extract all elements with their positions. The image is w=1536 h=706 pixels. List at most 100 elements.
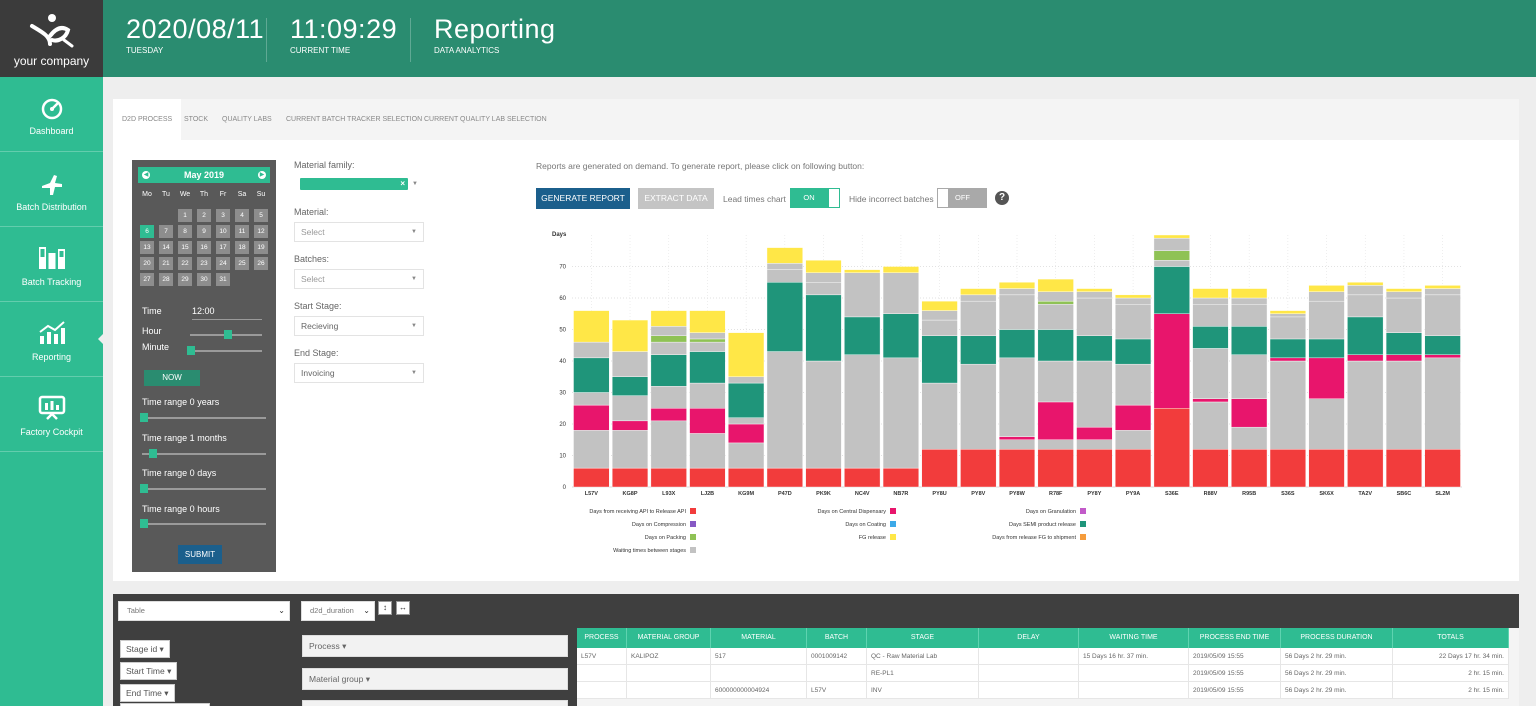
calendar-day[interactable]: 2 <box>197 209 211 222</box>
time-range-hours-slider[interactable] <box>142 523 266 525</box>
lead-times-toggle[interactable]: ON <box>790 188 840 208</box>
tab-d2d-process[interactable]: D2D PROCESS <box>113 99 182 140</box>
calendar-day[interactable]: 10 <box>216 225 230 238</box>
calendar-day[interactable]: 16 <box>197 241 211 254</box>
sort-horizontal-icon[interactable]: ↔ <box>396 601 410 615</box>
start-time-pill[interactable]: Start Time ▾ <box>120 662 178 680</box>
time-range-years-slider[interactable] <box>142 417 266 419</box>
material-family-select[interactable]: × ▼ <box>294 175 424 195</box>
start-stage-select[interactable]: Recieving ▼ <box>294 316 424 336</box>
process-group[interactable]: Process ▾ <box>302 635 568 657</box>
time-range-hours-handle[interactable] <box>140 519 148 528</box>
table-header-cell[interactable]: DELAY <box>979 628 1079 648</box>
table-header-cell[interactable]: BATCH <box>807 628 867 648</box>
sidebar-item-batch-tracking[interactable]: Batch Tracking <box>0 227 103 302</box>
calendar-day[interactable]: 27 <box>140 273 154 286</box>
sidebar-item-batch-distribution[interactable]: Batch Distribution <box>0 152 103 227</box>
tab-current-batch-tracker[interactable]: CURRENT BATCH TRACKER SELECTION <box>286 116 423 123</box>
calendar-day[interactable]: 29 <box>178 273 192 286</box>
calendar-day[interactable]: 22 <box>178 257 192 270</box>
calendar-day[interactable]: 17 <box>216 241 230 254</box>
bar-segment <box>1347 354 1384 362</box>
time-range-months-handle[interactable] <box>149 449 157 458</box>
batches-select[interactable]: Select ▼ <box>294 269 424 289</box>
company-logo[interactable]: your company <box>0 0 103 77</box>
bar-segment <box>1076 439 1113 450</box>
calendar-day[interactable]: 5 <box>254 209 268 222</box>
sidebar-item-dashboard[interactable]: Dashboard <box>0 77 103 152</box>
current-date: 2020/08/11 <box>126 14 265 44</box>
remove-chip-icon[interactable]: × <box>400 179 405 188</box>
weekday-label: Su <box>256 191 266 198</box>
hide-incorrect-toggle[interactable]: OFF <box>937 188 987 208</box>
calendar-day[interactable]: 20 <box>140 257 154 270</box>
end-stage-select[interactable]: Invoicing ▼ <box>294 363 424 383</box>
x-tick-label: PY8U <box>932 491 946 497</box>
partial-group[interactable] <box>302 700 568 706</box>
time-range-days-handle[interactable] <box>140 484 148 493</box>
sidebar-item-factory-cockpit[interactable]: Factory Cockpit <box>0 377 103 452</box>
calendar-day[interactable]: 18 <box>235 241 249 254</box>
calendar-day[interactable]: 19 <box>254 241 268 254</box>
end-time-pill[interactable]: End Time ▾ <box>120 684 175 702</box>
calendar-day[interactable]: 26 <box>254 257 268 270</box>
calendar-day[interactable]: 9 <box>197 225 211 238</box>
time-range-years-handle[interactable] <box>140 413 148 422</box>
table-header-cell[interactable]: WAITING TIME <box>1079 628 1189 648</box>
calendar-day[interactable]: 11 <box>235 225 249 238</box>
calendar-day[interactable]: 6 <box>140 225 154 238</box>
metric-select[interactable]: d2d_duration ⌄ <box>301 601 375 621</box>
bar-segment <box>1347 316 1384 355</box>
calendar-day[interactable]: 14 <box>159 241 173 254</box>
calendar-day[interactable]: 15 <box>178 241 192 254</box>
submit-button[interactable]: SUBMIT <box>178 545 222 564</box>
table-header-cell[interactable]: MATERIAL GROUP <box>627 628 711 648</box>
minute-slider[interactable] <box>190 350 262 352</box>
bar-segment <box>650 335 687 343</box>
table-header-cell[interactable]: STAGE <box>867 628 979 648</box>
tab-current-quality-lab[interactable]: CURRENT QUALITY LAB SELECTION <box>424 116 547 123</box>
prev-month-icon[interactable]: ◀ <box>142 171 150 179</box>
partial-pill[interactable] <box>120 703 210 706</box>
calendar-day[interactable]: 3 <box>216 209 230 222</box>
table-header-cell[interactable]: PROCESS <box>577 628 627 648</box>
bar-segment <box>1153 313 1190 409</box>
calendar-day[interactable]: 28 <box>159 273 173 286</box>
calendar-day[interactable]: 8 <box>178 225 192 238</box>
next-month-icon[interactable]: ▶ <box>258 171 266 179</box>
calendar-day[interactable]: 25 <box>235 257 249 270</box>
extract-data-button[interactable]: EXTRACT DATA <box>638 188 714 209</box>
calendar-day[interactable]: 7 <box>159 225 173 238</box>
generate-report-button[interactable]: GENERATE REPORT <box>536 188 630 209</box>
bar-segment <box>573 310 610 343</box>
calendar-day[interactable]: 31 <box>216 273 230 286</box>
tab-stock[interactable]: STOCK <box>184 116 208 123</box>
tab-quality-labs[interactable]: QUALITY LABS <box>222 116 272 123</box>
calendar-day[interactable]: 1 <box>178 209 192 222</box>
selected-material-family-chip[interactable]: × <box>300 178 408 190</box>
material-group-group[interactable]: Material group ▾ <box>302 668 568 690</box>
calendar-day[interactable]: 4 <box>235 209 249 222</box>
calendar-day[interactable]: 30 <box>197 273 211 286</box>
calendar-day[interactable]: 13 <box>140 241 154 254</box>
view-type-select[interactable]: Table ⌄ <box>118 601 290 621</box>
calendar-day[interactable]: 23 <box>197 257 211 270</box>
calendar-day[interactable]: 21 <box>159 257 173 270</box>
calendar-day[interactable]: 12 <box>254 225 268 238</box>
time-range-days-slider[interactable] <box>142 488 266 490</box>
table-header-cell[interactable]: PROCESS END TIME <box>1189 628 1281 648</box>
hour-slider-handle[interactable] <box>224 330 232 339</box>
calendar-day[interactable]: 24 <box>216 257 230 270</box>
time-range-months-slider[interactable] <box>142 453 266 455</box>
minute-slider-handle[interactable] <box>187 346 195 355</box>
material-select[interactable]: Select ▼ <box>294 222 424 242</box>
sidebar-item-reporting[interactable]: Reporting <box>0 302 104 377</box>
help-icon[interactable]: ? <box>995 191 1009 205</box>
now-button[interactable]: NOW <box>144 370 200 386</box>
table-header-cell[interactable]: MATERIAL <box>711 628 807 648</box>
table-header-cell[interactable]: PROCESS DURATION <box>1281 628 1393 648</box>
bar-segment <box>921 310 958 321</box>
table-header-cell[interactable]: TOTALS <box>1393 628 1509 648</box>
sort-vertical-icon[interactable]: ↕ <box>378 601 392 615</box>
stage-id-pill[interactable]: Stage id ▾ <box>120 640 170 658</box>
